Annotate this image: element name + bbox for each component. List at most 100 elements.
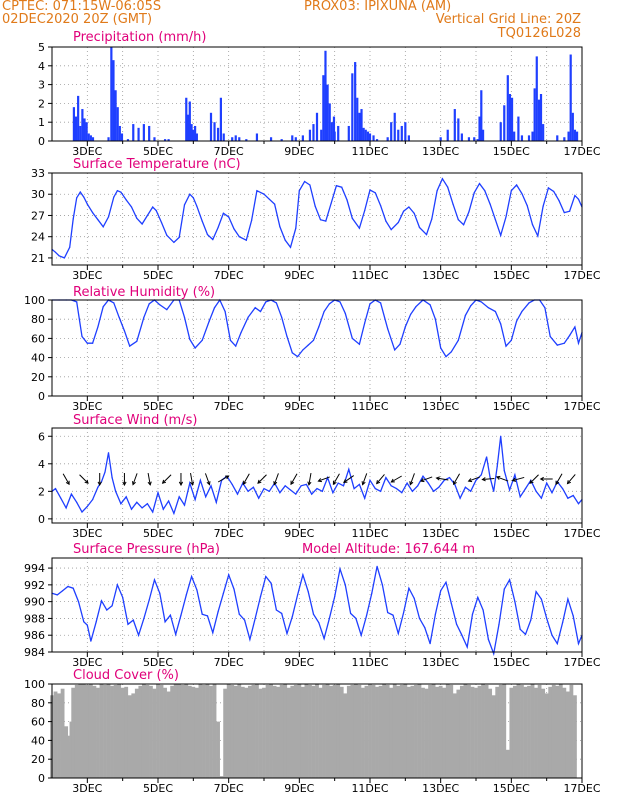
- data-point: [401, 492, 403, 494]
- data-point: [402, 210, 405, 212]
- y-tick-label: 4: [38, 60, 45, 73]
- precip-bar: [446, 129, 449, 141]
- data-point: [349, 612, 352, 614]
- data-point: [92, 212, 94, 214]
- x-tick-label: 3DEC: [72, 782, 102, 795]
- panel-frame: [51, 557, 583, 653]
- cloud-bar: [318, 687, 323, 778]
- precip-bar: [308, 129, 312, 141]
- data-point: [466, 646, 468, 648]
- precip-bar: [219, 97, 222, 141]
- cloud-bar: [262, 687, 266, 778]
- data-point: [312, 339, 315, 341]
- wind-arrow-head: [409, 481, 414, 486]
- data-point: [245, 239, 247, 241]
- wind-arrow-shaft: [204, 473, 210, 485]
- x-tick-label: 15DEC: [493, 782, 530, 795]
- data-point: [387, 611, 389, 614]
- cloud-bar: [357, 684, 362, 778]
- wind-arrow-head: [290, 480, 295, 486]
- data-point: [500, 234, 502, 236]
- cloud-bar: [212, 684, 217, 778]
- precip-bar: [457, 118, 460, 141]
- wind-arrow-shaft: [496, 476, 509, 482]
- data-point: [185, 594, 187, 596]
- panel-4: 984 986 988 990 992 994 3DEC 5DEC 7DEC 9DEC 11DEC 1…: [24, 542, 601, 669]
- precip-bar: [238, 137, 241, 141]
- y-tick-label: 27: [31, 209, 45, 222]
- cloud-bar: [177, 684, 182, 778]
- data-point: [408, 206, 410, 208]
- wind-arrow: [511, 476, 525, 482]
- data-point: [111, 476, 113, 479]
- data-point: [508, 579, 511, 581]
- wind-arrow-head: [555, 480, 560, 486]
- data-point: [464, 486, 466, 488]
- data-point: [480, 301, 482, 303]
- cloud-bar: [378, 685, 383, 778]
- data-point: [60, 497, 62, 499]
- precip-bar: [439, 137, 442, 141]
- data-point: [132, 619, 134, 621]
- cloud-bar: [205, 684, 210, 778]
- data-point: [263, 193, 265, 195]
- wind-arrow-shaft: [333, 473, 340, 485]
- data-point: [100, 600, 103, 602]
- wind-arrow: [467, 476, 481, 483]
- data-point: [556, 643, 558, 645]
- data-point: [478, 183, 481, 185]
- cloud-bar: [512, 685, 517, 778]
- precip-bar: [571, 112, 574, 141]
- data-point: [67, 585, 69, 588]
- wind-arrow: [273, 473, 279, 486]
- data-point: [514, 474, 516, 476]
- cloud-bar: [85, 684, 90, 778]
- data-point: [531, 224, 534, 226]
- data-point: [295, 227, 297, 229]
- data-point: [364, 322, 366, 324]
- precip-bar: [356, 97, 359, 141]
- data-point: [493, 490, 495, 492]
- x-tick-label: 15DEC: [493, 656, 530, 669]
- data-point: [484, 190, 486, 192]
- wind-arrow-head: [539, 476, 544, 482]
- data-point: [300, 485, 302, 487]
- x-tick-label: 17DEC: [563, 145, 600, 158]
- data-point: [249, 638, 251, 641]
- y-tick-label: 21: [31, 252, 45, 265]
- series-line: [51, 566, 583, 657]
- data-point: [76, 501, 78, 503]
- data-point: [365, 615, 368, 617]
- wind-arrow-shaft: [217, 475, 229, 483]
- x-tick-label: 9DEC: [284, 527, 314, 540]
- precip-bar: [368, 133, 372, 141]
- wind-arrow-shaft: [468, 476, 481, 482]
- data-point: [72, 218, 74, 220]
- data-point: [254, 307, 256, 309]
- wind-arrow-head: [190, 481, 195, 486]
- cloud-bar: [159, 684, 164, 778]
- data-point: [316, 487, 318, 490]
- data-point: [224, 310, 226, 313]
- data-point: [346, 199, 348, 201]
- cloud-bar: [293, 684, 298, 778]
- cloud-bar: [555, 685, 560, 778]
- data-point: [97, 326, 99, 328]
- cloud-bar: [343, 693, 348, 778]
- data-point: [212, 238, 214, 241]
- precip-bar: [404, 122, 407, 141]
- data-point: [452, 203, 454, 205]
- data-point: [477, 596, 479, 599]
- data-point: [243, 619, 246, 621]
- precip-bar: [167, 139, 170, 141]
- data-point: [381, 584, 383, 586]
- series-line: [51, 436, 583, 516]
- cloud-bar: [392, 684, 397, 778]
- cloud-bar: [78, 684, 83, 778]
- data-point: [535, 590, 537, 593]
- wind-arrow-shaft: [420, 476, 433, 482]
- data-point: [413, 212, 415, 214]
- wind-arrow-shaft: [273, 473, 279, 485]
- data-point: [516, 184, 518, 186]
- data-point: [159, 304, 161, 306]
